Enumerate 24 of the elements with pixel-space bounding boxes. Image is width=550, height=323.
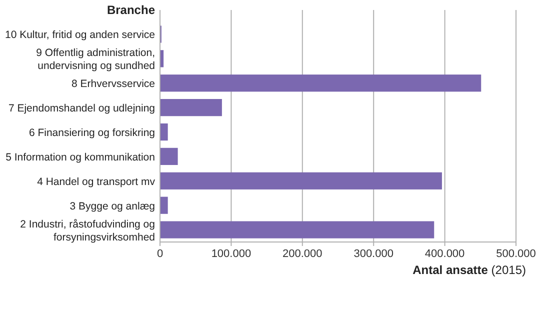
bar: [160, 148, 178, 165]
y-tick-label: 3 Bygge og anlæg: [70, 200, 156, 212]
y-tick-label: 6 Finansiering og forsikring: [28, 127, 156, 139]
x-tick-label: 100.000: [211, 248, 252, 260]
x-tick-label: 200.000: [282, 248, 322, 260]
y-tick-label: 8 Erhvervsservice: [72, 78, 156, 90]
bar: [160, 123, 168, 141]
x-axis-title: Antal ansatte (2015): [412, 263, 526, 277]
bar: [160, 172, 442, 190]
y-tick-label: 5 Information og kommunikation: [6, 151, 156, 164]
bar: [160, 99, 222, 116]
bar: [160, 74, 482, 92]
x-tick-label: 400.000: [424, 248, 465, 260]
y-tick-label: 9 Offentlig administration, undervisning og sundhed: [36, 47, 156, 72]
y-tick-label: 2 Industri, råstofudvinding og forsyningsvirksomhed: [20, 218, 156, 244]
x-tick-label: 500.000: [496, 248, 536, 260]
x-tick-label: 300.000: [354, 248, 394, 260]
y-axis-title: Branche: [106, 3, 156, 17]
y-tick-label: 7 Ejendomshandel og udlejning: [8, 102, 156, 115]
bar: [160, 221, 434, 238]
x-tick-label: 0: [156, 248, 164, 260]
y-tick-label: 4 Handel og transport mv: [37, 176, 156, 188]
bar: [160, 196, 168, 214]
y-tick-label: 10 Kultur, fritid og anden service: [4, 29, 156, 42]
